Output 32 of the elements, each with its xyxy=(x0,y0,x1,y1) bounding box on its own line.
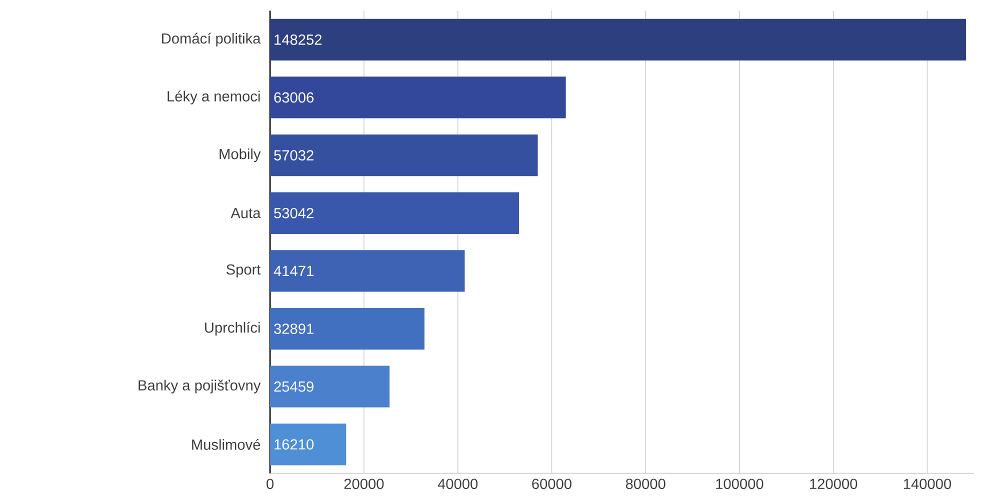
data-label: 63006 xyxy=(274,92,314,103)
x-tick-label: 20000 xyxy=(344,478,384,490)
x-tick-label: 140000 xyxy=(904,478,952,490)
data-label: 25459 xyxy=(274,382,314,392)
bar xyxy=(270,134,538,176)
y-tick-label: Mobily xyxy=(220,148,261,162)
y-tick-label: Auta xyxy=(230,208,261,218)
y-tick-label: Léky a nemoci xyxy=(168,90,260,105)
y-tick-label: Domácí politika xyxy=(162,32,261,47)
y-tick-label: Sport xyxy=(226,264,261,278)
data-label: 16210 xyxy=(274,439,314,450)
data-label: 53042 xyxy=(274,208,314,218)
y-tick-label: Muslimové xyxy=(192,439,260,450)
x-tick-label: 120000 xyxy=(810,478,858,490)
x-tick-label: 0 xyxy=(266,478,274,490)
data-label: 57032 xyxy=(274,150,314,161)
bar xyxy=(270,308,424,350)
data-label: 148252 xyxy=(274,34,322,46)
bar xyxy=(270,366,390,408)
bar xyxy=(270,424,346,466)
x-tick-label: 80000 xyxy=(626,478,666,490)
x-tick-label: 40000 xyxy=(438,478,478,490)
bar xyxy=(270,76,566,118)
x-tick-label: 60000 xyxy=(532,478,572,490)
bar xyxy=(270,192,520,234)
y-tick-label: Uprchlíci xyxy=(205,322,260,336)
bar xyxy=(270,250,465,292)
data-label: 32891 xyxy=(274,324,314,334)
data-label: 41471 xyxy=(274,266,314,276)
y-tick-label: Banky a pojišťovny xyxy=(138,380,261,394)
bar xyxy=(270,19,966,61)
x-tick-label: 100000 xyxy=(716,478,764,490)
